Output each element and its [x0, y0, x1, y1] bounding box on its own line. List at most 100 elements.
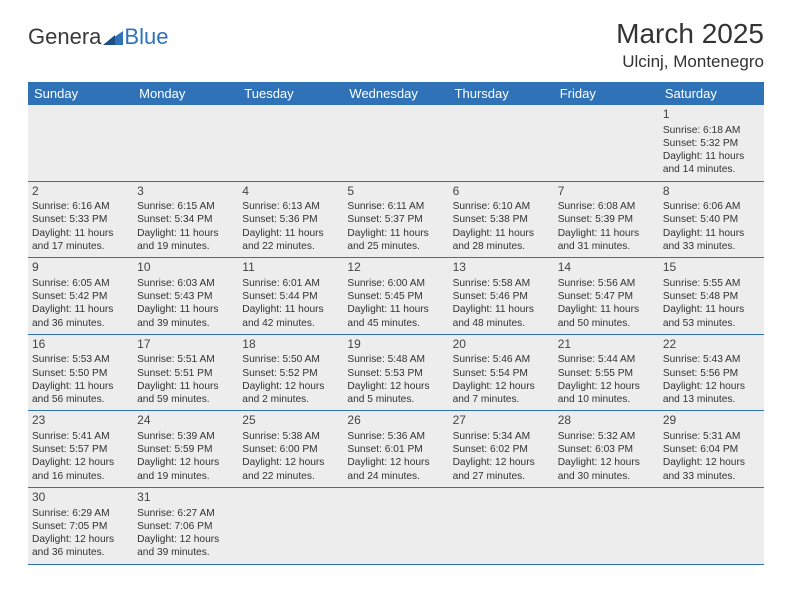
day-info: Sunrise: 5:58 AMSunset: 5:46 PMDaylight:… [453, 277, 550, 330]
calendar-row: 2Sunrise: 6:16 AMSunset: 5:33 PMDaylight… [28, 181, 764, 258]
day-cell: 24Sunrise: 5:39 AMSunset: 5:59 PMDayligh… [133, 411, 238, 488]
day-number: 2 [32, 184, 129, 200]
weekday-header: Monday [133, 82, 238, 105]
day-number: 30 [32, 490, 129, 506]
day-number: 16 [32, 337, 129, 353]
day-cell: 11Sunrise: 6:01 AMSunset: 5:44 PMDayligh… [238, 258, 343, 335]
day-number: 10 [137, 260, 234, 276]
day-cell: 21Sunrise: 5:44 AMSunset: 5:55 PMDayligh… [554, 334, 659, 411]
day-number: 9 [32, 260, 129, 276]
day-number: 21 [558, 337, 655, 353]
day-info: Sunrise: 6:05 AMSunset: 5:42 PMDaylight:… [32, 277, 129, 330]
day-number: 11 [242, 260, 339, 276]
day-cell: 15Sunrise: 5:55 AMSunset: 5:48 PMDayligh… [659, 258, 764, 335]
day-info: Sunrise: 6:18 AMSunset: 5:32 PMDaylight:… [663, 124, 760, 177]
day-cell: 20Sunrise: 5:46 AMSunset: 5:54 PMDayligh… [449, 334, 554, 411]
day-info: Sunrise: 6:16 AMSunset: 5:33 PMDaylight:… [32, 200, 129, 253]
calendar-row: 9Sunrise: 6:05 AMSunset: 5:42 PMDaylight… [28, 258, 764, 335]
day-cell: 5Sunrise: 6:11 AMSunset: 5:37 PMDaylight… [343, 181, 448, 258]
day-info: Sunrise: 5:36 AMSunset: 6:01 PMDaylight:… [347, 430, 444, 483]
title-block: March 2025 Ulcinj, Montenegro [616, 18, 764, 72]
day-cell: 30Sunrise: 6:29 AMSunset: 7:05 PMDayligh… [28, 487, 133, 564]
day-info: Sunrise: 5:48 AMSunset: 5:53 PMDaylight:… [347, 353, 444, 406]
day-cell: 17Sunrise: 5:51 AMSunset: 5:51 PMDayligh… [133, 334, 238, 411]
day-info: Sunrise: 6:08 AMSunset: 5:39 PMDaylight:… [558, 200, 655, 253]
day-cell: 26Sunrise: 5:36 AMSunset: 6:01 PMDayligh… [343, 411, 448, 488]
day-cell: 7Sunrise: 6:08 AMSunset: 5:39 PMDaylight… [554, 181, 659, 258]
day-info: Sunrise: 5:39 AMSunset: 5:59 PMDaylight:… [137, 430, 234, 483]
day-number: 19 [347, 337, 444, 353]
day-cell: 16Sunrise: 5:53 AMSunset: 5:50 PMDayligh… [28, 334, 133, 411]
day-cell: 9Sunrise: 6:05 AMSunset: 5:42 PMDaylight… [28, 258, 133, 335]
calendar-row: 23Sunrise: 5:41 AMSunset: 5:57 PMDayligh… [28, 411, 764, 488]
day-info: Sunrise: 5:32 AMSunset: 6:03 PMDaylight:… [558, 430, 655, 483]
day-number: 31 [137, 490, 234, 506]
weekday-header: Saturday [659, 82, 764, 105]
day-number: 28 [558, 413, 655, 429]
day-info: Sunrise: 5:31 AMSunset: 6:04 PMDaylight:… [663, 430, 760, 483]
day-number: 4 [242, 184, 339, 200]
day-number: 8 [663, 184, 760, 200]
day-number: 1 [663, 107, 760, 123]
day-info: Sunrise: 5:38 AMSunset: 6:00 PMDaylight:… [242, 430, 339, 483]
day-cell: 1Sunrise: 6:18 AMSunset: 5:32 PMDaylight… [659, 105, 764, 181]
empty-cell [343, 105, 448, 181]
logo-text-2: Blue [124, 24, 168, 50]
day-info: Sunrise: 6:29 AMSunset: 7:05 PMDaylight:… [32, 507, 129, 560]
empty-cell [343, 487, 448, 564]
day-cell: 29Sunrise: 5:31 AMSunset: 6:04 PMDayligh… [659, 411, 764, 488]
day-cell: 31Sunrise: 6:27 AMSunset: 7:06 PMDayligh… [133, 487, 238, 564]
empty-cell [449, 487, 554, 564]
calendar-row: 1Sunrise: 6:18 AMSunset: 5:32 PMDaylight… [28, 105, 764, 181]
day-info: Sunrise: 5:53 AMSunset: 5:50 PMDaylight:… [32, 353, 129, 406]
day-number: 3 [137, 184, 234, 200]
day-info: Sunrise: 5:55 AMSunset: 5:48 PMDaylight:… [663, 277, 760, 330]
day-cell: 19Sunrise: 5:48 AMSunset: 5:53 PMDayligh… [343, 334, 448, 411]
calendar-body: 1Sunrise: 6:18 AMSunset: 5:32 PMDaylight… [28, 105, 764, 564]
day-info: Sunrise: 5:50 AMSunset: 5:52 PMDaylight:… [242, 353, 339, 406]
day-info: Sunrise: 6:27 AMSunset: 7:06 PMDaylight:… [137, 507, 234, 560]
day-info: Sunrise: 5:44 AMSunset: 5:55 PMDaylight:… [558, 353, 655, 406]
day-cell: 28Sunrise: 5:32 AMSunset: 6:03 PMDayligh… [554, 411, 659, 488]
weekday-header: Tuesday [238, 82, 343, 105]
day-cell: 2Sunrise: 6:16 AMSunset: 5:33 PMDaylight… [28, 181, 133, 258]
day-number: 24 [137, 413, 234, 429]
calendar-header-row: SundayMondayTuesdayWednesdayThursdayFrid… [28, 82, 764, 105]
month-title: March 2025 [616, 18, 764, 50]
day-cell: 8Sunrise: 6:06 AMSunset: 5:40 PMDaylight… [659, 181, 764, 258]
empty-cell [133, 105, 238, 181]
day-info: Sunrise: 6:10 AMSunset: 5:38 PMDaylight:… [453, 200, 550, 253]
location: Ulcinj, Montenegro [616, 52, 764, 72]
day-info: Sunrise: 6:13 AMSunset: 5:36 PMDaylight:… [242, 200, 339, 253]
empty-cell [554, 105, 659, 181]
day-info: Sunrise: 5:43 AMSunset: 5:56 PMDaylight:… [663, 353, 760, 406]
day-cell: 14Sunrise: 5:56 AMSunset: 5:47 PMDayligh… [554, 258, 659, 335]
day-cell: 27Sunrise: 5:34 AMSunset: 6:02 PMDayligh… [449, 411, 554, 488]
day-number: 18 [242, 337, 339, 353]
day-info: Sunrise: 5:51 AMSunset: 5:51 PMDaylight:… [137, 353, 234, 406]
day-info: Sunrise: 5:56 AMSunset: 5:47 PMDaylight:… [558, 277, 655, 330]
day-info: Sunrise: 6:11 AMSunset: 5:37 PMDaylight:… [347, 200, 444, 253]
day-number: 20 [453, 337, 550, 353]
day-number: 14 [558, 260, 655, 276]
day-cell: 23Sunrise: 5:41 AMSunset: 5:57 PMDayligh… [28, 411, 133, 488]
day-number: 25 [242, 413, 339, 429]
logo: Genera Blue [28, 18, 168, 50]
logo-triangle-icon [103, 25, 123, 51]
weekday-header: Sunday [28, 82, 133, 105]
day-number: 12 [347, 260, 444, 276]
calendar-table: SundayMondayTuesdayWednesdayThursdayFrid… [28, 82, 764, 565]
logo-text-1: Genera [28, 24, 101, 50]
day-number: 15 [663, 260, 760, 276]
day-cell: 4Sunrise: 6:13 AMSunset: 5:36 PMDaylight… [238, 181, 343, 258]
day-cell: 12Sunrise: 6:00 AMSunset: 5:45 PMDayligh… [343, 258, 448, 335]
day-cell: 3Sunrise: 6:15 AMSunset: 5:34 PMDaylight… [133, 181, 238, 258]
day-info: Sunrise: 5:41 AMSunset: 5:57 PMDaylight:… [32, 430, 129, 483]
weekday-header: Thursday [449, 82, 554, 105]
day-info: Sunrise: 5:46 AMSunset: 5:54 PMDaylight:… [453, 353, 550, 406]
day-number: 7 [558, 184, 655, 200]
day-number: 22 [663, 337, 760, 353]
day-number: 5 [347, 184, 444, 200]
day-number: 27 [453, 413, 550, 429]
empty-cell [238, 487, 343, 564]
